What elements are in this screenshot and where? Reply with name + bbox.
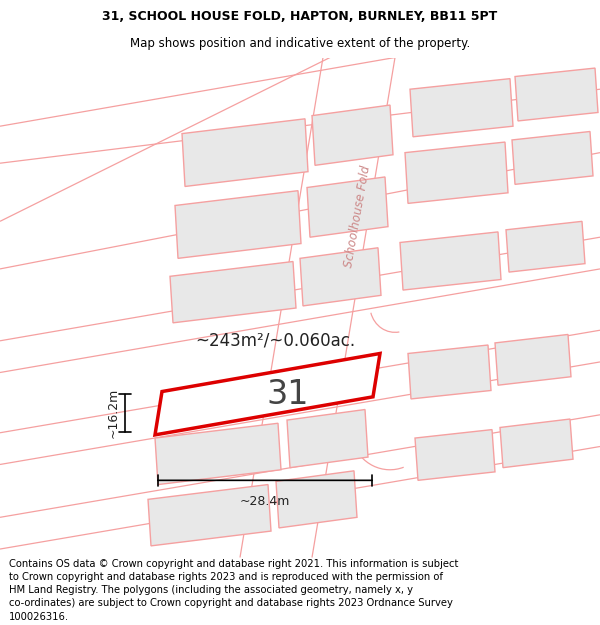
Text: co-ordinates) are subject to Crown copyright and database rights 2023 Ordnance S: co-ordinates) are subject to Crown copyr… <box>9 598 453 608</box>
Polygon shape <box>415 429 495 481</box>
Polygon shape <box>170 261 296 323</box>
Polygon shape <box>400 232 501 290</box>
Polygon shape <box>495 334 571 385</box>
Text: ~28.4m: ~28.4m <box>240 495 290 508</box>
Text: Schoolhouse Fold: Schoolhouse Fold <box>343 164 373 268</box>
Polygon shape <box>155 423 281 484</box>
Text: ~16.2m: ~16.2m <box>107 388 120 438</box>
Polygon shape <box>506 221 585 272</box>
Polygon shape <box>312 105 393 166</box>
Polygon shape <box>148 484 271 546</box>
Text: 31, SCHOOL HOUSE FOLD, HAPTON, BURNLEY, BB11 5PT: 31, SCHOOL HOUSE FOLD, HAPTON, BURNLEY, … <box>103 9 497 22</box>
Text: ~243m²/~0.060ac.: ~243m²/~0.060ac. <box>195 332 355 350</box>
Text: 31: 31 <box>266 378 309 411</box>
Polygon shape <box>408 345 491 399</box>
Polygon shape <box>276 471 357 528</box>
Polygon shape <box>307 177 388 238</box>
Polygon shape <box>512 131 593 184</box>
Polygon shape <box>155 354 380 435</box>
Text: to Crown copyright and database rights 2023 and is reproduced with the permissio: to Crown copyright and database rights 2… <box>9 572 443 582</box>
Polygon shape <box>240 58 395 558</box>
Text: Contains OS data © Crown copyright and database right 2021. This information is : Contains OS data © Crown copyright and d… <box>9 559 458 569</box>
Polygon shape <box>405 142 508 203</box>
Polygon shape <box>300 248 381 306</box>
Polygon shape <box>175 191 301 258</box>
Text: HM Land Registry. The polygons (including the associated geometry, namely x, y: HM Land Registry. The polygons (includin… <box>9 585 413 595</box>
Text: Map shows position and indicative extent of the property.: Map shows position and indicative extent… <box>130 37 470 49</box>
Polygon shape <box>287 409 368 468</box>
Polygon shape <box>500 419 573 468</box>
Polygon shape <box>182 119 308 186</box>
Text: 100026316.: 100026316. <box>9 611 69 621</box>
Polygon shape <box>410 79 513 137</box>
Polygon shape <box>515 68 598 121</box>
